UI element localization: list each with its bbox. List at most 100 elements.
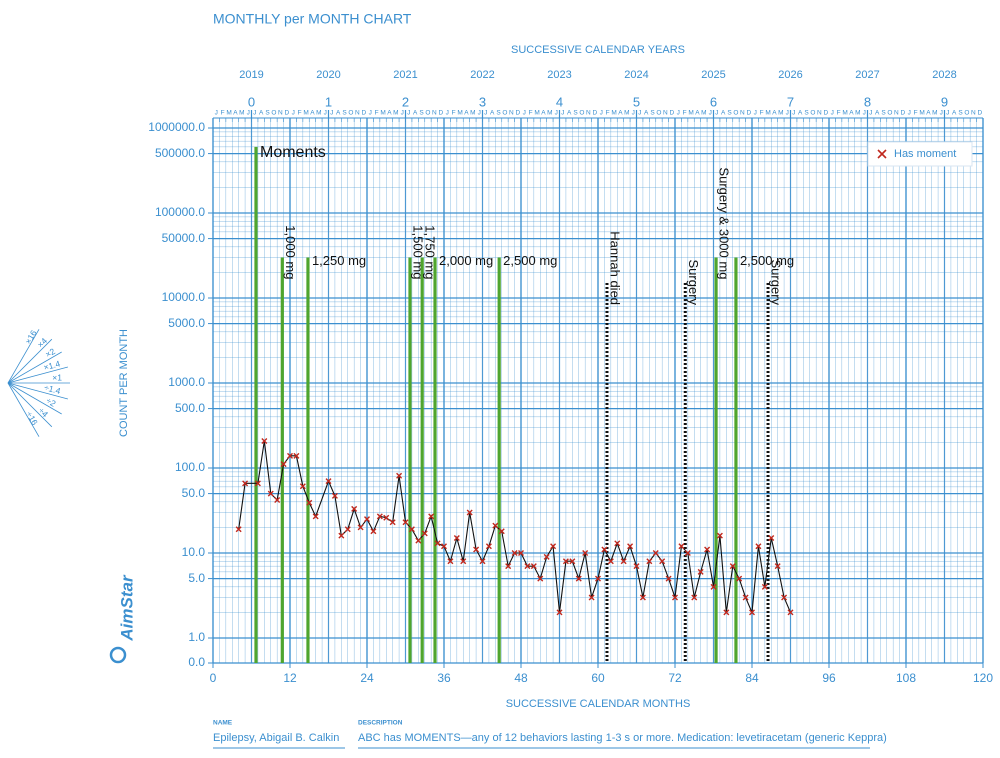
marker-stroke xyxy=(627,543,634,550)
data-point xyxy=(383,514,390,521)
month-initial: S xyxy=(496,110,501,117)
marker-stroke xyxy=(729,563,736,570)
marker-stroke xyxy=(441,543,447,550)
data-point xyxy=(473,546,480,553)
marker-stroke xyxy=(312,513,319,520)
fan-label: ×1 xyxy=(52,372,62,382)
marker-stroke xyxy=(524,563,531,570)
data-point xyxy=(736,575,743,582)
month-initial: A xyxy=(952,110,957,117)
marker-stroke xyxy=(665,575,672,582)
month-initial: D xyxy=(361,110,366,117)
month-initial: J xyxy=(754,110,757,117)
data-point xyxy=(588,594,595,601)
month-initial: A xyxy=(875,110,880,117)
month-initial: N xyxy=(509,110,514,117)
fan-line xyxy=(7,329,40,384)
data-point xyxy=(569,558,576,565)
month-initial: O xyxy=(810,110,815,117)
marker-stroke xyxy=(408,526,415,533)
fan-line xyxy=(7,351,62,384)
marker-stroke xyxy=(453,535,460,542)
month-initial: M xyxy=(393,110,398,117)
chart-title: MONTHLY per MONTH CHART xyxy=(213,11,412,27)
marker-stroke xyxy=(235,526,242,533)
data-point xyxy=(306,499,313,506)
marker-stroke xyxy=(781,594,788,601)
marker-stroke xyxy=(691,594,698,601)
month-initial: M xyxy=(778,110,783,117)
month-initial: A xyxy=(849,110,854,117)
month-initial: J xyxy=(863,110,866,117)
month-initial: S xyxy=(958,110,963,117)
marker-stroke xyxy=(344,526,351,533)
y-tick-label: 5000.0 xyxy=(168,316,205,330)
year-number: 0 xyxy=(248,94,255,109)
data-point xyxy=(441,543,447,550)
y-tick-label: 5.0 xyxy=(188,571,205,585)
data-point xyxy=(312,513,319,520)
month-initial: F xyxy=(375,110,379,117)
data-point xyxy=(704,546,711,553)
marker-stroke xyxy=(357,524,364,531)
year-label: 2019 xyxy=(239,69,263,81)
month-initial: J xyxy=(940,110,943,117)
data-point xyxy=(460,558,467,565)
data-point xyxy=(402,519,409,526)
data-point xyxy=(364,516,370,523)
month-initial: A xyxy=(413,110,418,117)
month-initial: M xyxy=(624,110,629,117)
month-initial: S xyxy=(419,110,424,117)
event-label: Moments xyxy=(260,144,326,161)
marker-stroke xyxy=(543,553,550,560)
data-point xyxy=(672,594,678,601)
brand: AimStar xyxy=(117,574,136,642)
marker-stroke xyxy=(331,492,338,499)
data-point xyxy=(684,550,691,556)
data-point xyxy=(485,543,492,550)
data-point xyxy=(325,478,332,485)
month-initial: D xyxy=(900,110,905,117)
month-initial: F xyxy=(529,110,533,117)
month-initial: F xyxy=(760,110,764,117)
month-initial: J xyxy=(677,110,680,117)
month-initial: A xyxy=(567,110,572,117)
month-initial: J xyxy=(831,110,834,117)
month-initial: D xyxy=(515,110,520,117)
month-initial: A xyxy=(490,110,495,117)
event-label: Surgery & 3000 mg xyxy=(717,167,732,279)
marker-stroke xyxy=(646,558,653,565)
fan-line xyxy=(7,366,68,384)
marker-stroke xyxy=(582,550,589,556)
marker-stroke xyxy=(505,563,512,570)
data-point xyxy=(389,519,396,526)
data-point xyxy=(254,480,261,487)
data-point xyxy=(376,513,383,520)
month-initial: J xyxy=(253,110,256,117)
month-initial: O xyxy=(964,110,969,117)
marker-stroke xyxy=(267,490,274,497)
month-initial: N xyxy=(663,110,668,117)
data-point xyxy=(242,480,249,487)
marker-stroke xyxy=(787,609,794,616)
data-point xyxy=(261,437,268,444)
month-initial: D xyxy=(746,110,751,117)
marker-stroke xyxy=(351,505,358,512)
data-point xyxy=(299,483,306,490)
y-tick-label: 10.0 xyxy=(182,545,206,559)
y-tick-label: 500.0 xyxy=(175,401,205,415)
footer-label: NAME xyxy=(213,720,233,727)
marker-stroke xyxy=(421,530,428,537)
data-point xyxy=(550,543,557,550)
year-number: 2 xyxy=(402,94,409,109)
data-point xyxy=(453,535,460,542)
year-label: 2026 xyxy=(778,69,802,81)
month-initial: J xyxy=(247,110,250,117)
fan-label: ÷4 xyxy=(37,405,51,419)
y-axis-title: COUNT PER MONTH xyxy=(118,329,130,437)
data-point xyxy=(582,550,589,556)
data-point xyxy=(421,530,428,537)
marker-stroke xyxy=(428,513,435,520)
data-point xyxy=(639,594,646,601)
month-initial: N xyxy=(278,110,283,117)
